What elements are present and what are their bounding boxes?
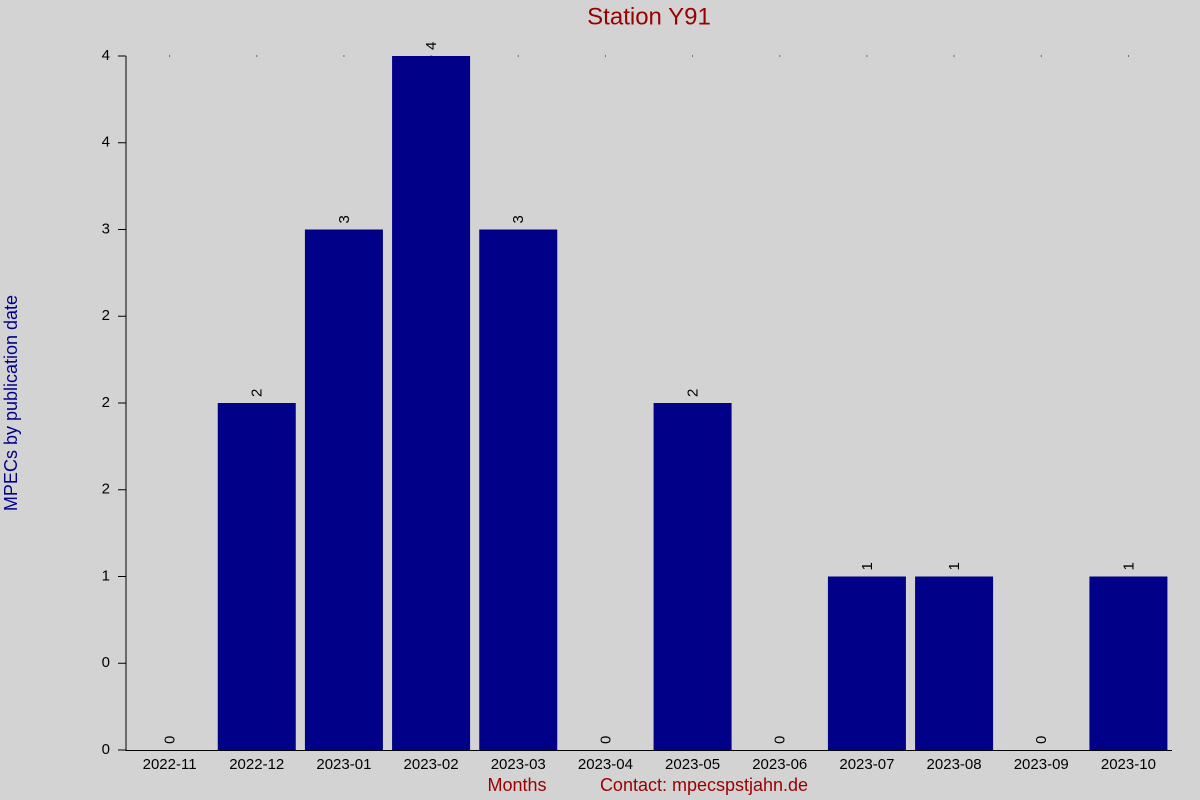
- bar: [1089, 576, 1168, 750]
- bar: [653, 403, 732, 750]
- value-label: 3: [510, 215, 527, 223]
- y-tick-label: 2: [102, 481, 110, 498]
- value-label: 0: [1033, 736, 1050, 744]
- x-tick-label: 2023-01: [316, 756, 371, 773]
- value-label: 3: [336, 215, 353, 223]
- value-label: 2: [249, 389, 266, 397]
- bar: [392, 56, 471, 750]
- y-axis-title: MPECs by publication date: [1, 295, 21, 511]
- x-tick-label: 2022-12: [229, 756, 284, 773]
- footer: Contact: mpecspstjahn.de: [600, 775, 808, 795]
- y-tick-label: 2: [102, 394, 110, 411]
- value-label: 2: [685, 389, 702, 397]
- value-label: 0: [772, 736, 789, 744]
- value-label: 1: [946, 562, 963, 570]
- top-dot: [256, 55, 258, 57]
- y-tick-label: 2: [102, 307, 110, 324]
- bar: [304, 229, 383, 750]
- bar: [915, 576, 994, 750]
- top-dot: [1127, 55, 1129, 57]
- x-tick-label: 2023-06: [752, 756, 807, 773]
- value-label: 1: [1120, 562, 1137, 570]
- x-tick-label: 2023-10: [1101, 756, 1156, 773]
- x-axis-title: Months: [487, 775, 546, 795]
- top-dot: [953, 55, 955, 57]
- top-dot: [169, 55, 171, 57]
- bar: [217, 403, 296, 750]
- x-tick-label: 2023-04: [578, 756, 633, 773]
- y-tick-label: 0: [102, 741, 110, 758]
- top-dot: [692, 55, 694, 57]
- top-dot: [517, 55, 519, 57]
- chart-title: Station Y91: [587, 3, 711, 30]
- x-tick-label: 2023-05: [665, 756, 720, 773]
- top-dot: [343, 55, 345, 57]
- value-label: 0: [162, 736, 179, 744]
- bar: [827, 576, 906, 750]
- x-tick-label: 2023-07: [839, 756, 894, 773]
- x-tick-label: 2023-08: [927, 756, 982, 773]
- x-tick-label: 2023-03: [491, 756, 546, 773]
- bar: [479, 229, 558, 750]
- y-tick-label: 4: [102, 47, 110, 64]
- y-tick-label: 4: [102, 134, 110, 151]
- top-dot: [1040, 55, 1042, 57]
- x-tick-label: 2023-02: [404, 756, 459, 773]
- value-label: 1: [859, 562, 876, 570]
- top-dot: [779, 55, 781, 57]
- top-dot: [604, 55, 606, 57]
- value-label: 0: [597, 736, 614, 744]
- top-dot: [866, 55, 868, 57]
- y-tick-label: 3: [102, 220, 110, 237]
- x-tick-label: 2022-11: [143, 756, 197, 773]
- y-tick-label: 1: [102, 567, 110, 584]
- y-tick-label: 0: [102, 654, 110, 671]
- value-label: 4: [423, 42, 440, 50]
- x-tick-label: 2023-09: [1014, 756, 1069, 773]
